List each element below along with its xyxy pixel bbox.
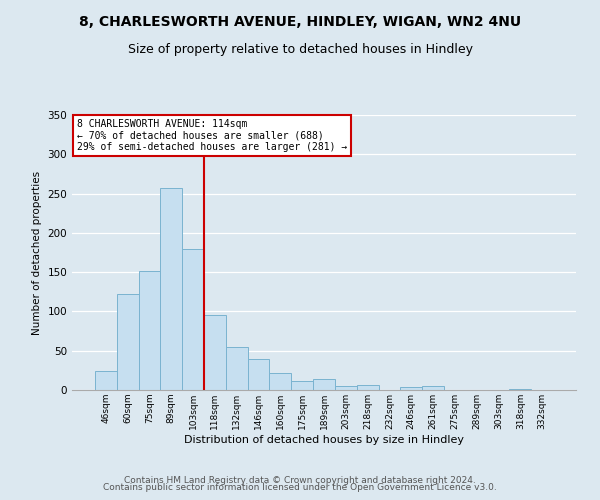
- Y-axis label: Number of detached properties: Number of detached properties: [32, 170, 42, 334]
- Bar: [248, 358, 269, 390]
- Text: Size of property relative to detached houses in Hindley: Size of property relative to detached ho…: [128, 42, 473, 56]
- Text: 8 CHARLESWORTH AVENUE: 114sqm
← 70% of detached houses are smaller (688)
29% of : 8 CHARLESWORTH AVENUE: 114sqm ← 70% of d…: [77, 119, 347, 152]
- Bar: [313, 379, 335, 390]
- Text: Contains public sector information licensed under the Open Government Licence v3: Contains public sector information licen…: [103, 484, 497, 492]
- Bar: [357, 386, 379, 390]
- Bar: [160, 188, 182, 390]
- Bar: [117, 294, 139, 390]
- Bar: [291, 380, 313, 390]
- Text: 8, CHARLESWORTH AVENUE, HINDLEY, WIGAN, WN2 4NU: 8, CHARLESWORTH AVENUE, HINDLEY, WIGAN, …: [79, 15, 521, 29]
- Bar: [400, 387, 422, 390]
- Bar: [95, 371, 117, 390]
- Bar: [422, 386, 444, 390]
- Bar: [139, 270, 160, 390]
- X-axis label: Distribution of detached houses by size in Hindley: Distribution of detached houses by size …: [184, 434, 464, 444]
- Bar: [204, 316, 226, 390]
- Bar: [269, 372, 291, 390]
- Bar: [182, 248, 204, 390]
- Bar: [226, 347, 248, 390]
- Text: Contains HM Land Registry data © Crown copyright and database right 2024.: Contains HM Land Registry data © Crown c…: [124, 476, 476, 485]
- Bar: [509, 389, 531, 390]
- Bar: [335, 386, 357, 390]
